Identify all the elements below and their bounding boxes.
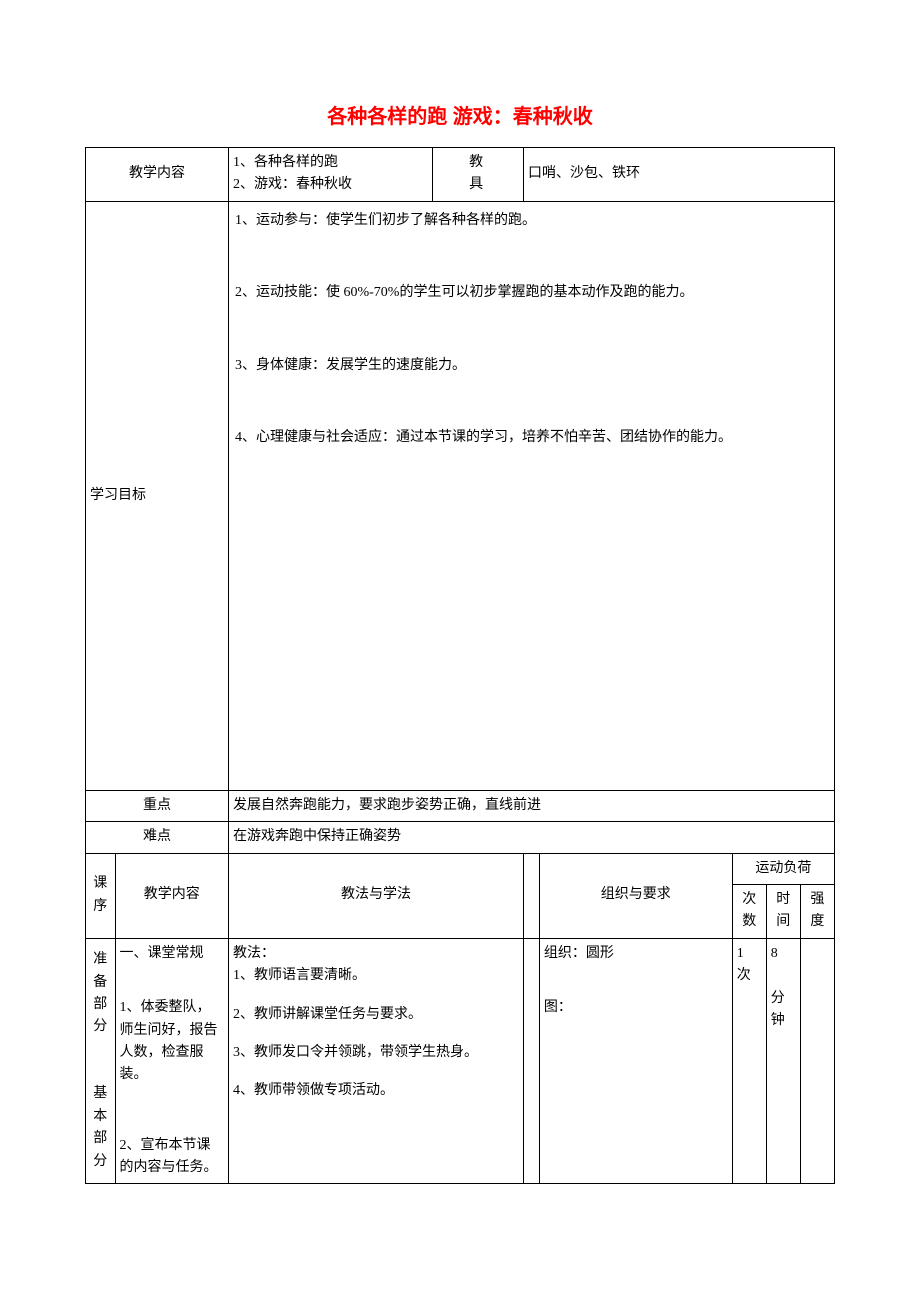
subheader-row-1: 课序 教学内容 教法与学法 组织与要求 运动负荷 — [86, 853, 835, 884]
body-methods: 教法： 1、教师语言要清晰。 2、教师讲解课堂任务与要求。 3、教师发口令并领跳… — [228, 938, 523, 1184]
label-tools: 教具 — [433, 148, 524, 202]
col-sequence: 课序 — [86, 853, 116, 938]
body-count: 1次 — [732, 938, 766, 1184]
body-section-a: 一、课堂常规 — [120, 943, 224, 965]
org-line-1: 组织：圆形 — [544, 943, 728, 965]
methods-2: 2、教师讲解课堂任务与要求。 — [233, 1004, 519, 1026]
keypoint-value: 发展自然奔跑能力，要求跑步姿势正确，直线前进 — [228, 790, 834, 821]
col-organization: 组织与要求 — [539, 853, 732, 938]
col-gap — [523, 853, 539, 938]
org-line-2: 图： — [544, 997, 728, 1019]
difficulty-value: 在游戏奔跑中保持正确姿势 — [228, 822, 834, 853]
content-line-1: 1、各种各样的跑 — [233, 155, 338, 170]
body-intensity — [800, 938, 834, 1184]
body-organization: 组织：圆形 图： — [539, 938, 732, 1184]
body-item-1: 1、体委整队，师生问好，报告人数，检查服装。 — [120, 997, 224, 1087]
label-objectives: 学习目标 — [86, 201, 229, 790]
content-line-2: 2、游戏：春种秋收 — [233, 177, 352, 192]
difficulty-row: 难点 在游戏奔跑中保持正确姿势 — [86, 822, 835, 853]
objective-1: 1、运动参与：使学生们初步了解各种各样的跑。 — [235, 210, 828, 232]
lesson-plan-table: 教学内容 1、各种各样的跑 2、游戏：春种秋收 教具 口哨、沙包、铁环 学习目标… — [85, 147, 835, 1184]
sequence-cell: 准备部分基本部分 — [86, 938, 116, 1184]
col-intensity: 强度 — [800, 884, 834, 938]
page-title: 各种各样的跑 游戏：春种秋收 — [85, 100, 835, 129]
col-time: 时间 — [766, 884, 800, 938]
objective-4: 4、心理健康与社会适应：通过本节课的学习，培养不怕辛苦、团结协作的能力。 — [235, 427, 828, 449]
label-keypoint: 重点 — [86, 790, 229, 821]
body-gap — [523, 938, 539, 1184]
objectives-cell: 1、运动参与：使学生们初步了解各种各样的跑。 2、运动技能：使 60%-70%的… — [228, 201, 834, 790]
methods-3: 3、教师发口令并领跳，带领学生热身。 — [233, 1042, 519, 1064]
body-item-2: 2、宣布本节课的内容与任务。 — [120, 1135, 224, 1180]
label-difficulty: 难点 — [86, 822, 229, 853]
header-row: 教学内容 1、各种各样的跑 2、游戏：春种秋收 教具 口哨、沙包、铁环 — [86, 148, 835, 202]
objective-3: 3、身体健康：发展学生的速度能力。 — [235, 355, 828, 377]
label-teaching-content: 教学内容 — [86, 148, 229, 202]
tools-value: 口哨、沙包、铁环 — [523, 148, 834, 202]
col-content: 教学内容 — [115, 853, 228, 938]
methods-header: 教法： — [233, 943, 519, 965]
methods-1: 1、教师语言要清晰。 — [233, 965, 519, 987]
objective-2: 2、运动技能：使 60%-70%的学生可以初步掌握跑的基本动作及跑的能力。 — [235, 282, 828, 304]
body-time: 8分钟 — [766, 938, 800, 1184]
keypoint-row: 重点 发展自然奔跑能力，要求跑步姿势正确，直线前进 — [86, 790, 835, 821]
body-row-1: 准备部分基本部分 一、课堂常规 1、体委整队，师生问好，报告人数，检查服装。 2… — [86, 938, 835, 1184]
teaching-content-value: 1、各种各样的跑 2、游戏：春种秋收 — [228, 148, 432, 202]
body-teaching-content: 一、课堂常规 1、体委整队，师生问好，报告人数，检查服装。 2、宣布本节课的内容… — [115, 938, 228, 1184]
document-page: 各种各样的跑 游戏：春种秋收 教学内容 1、各种各样的跑 2、游戏：春种秋收 教… — [0, 0, 920, 1224]
col-count: 次数 — [732, 884, 766, 938]
col-methods: 教法与学法 — [228, 853, 523, 938]
methods-4: 4、教师带领做专项活动。 — [233, 1080, 519, 1102]
objectives-row: 学习目标 1、运动参与：使学生们初步了解各种各样的跑。 2、运动技能：使 60%… — [86, 201, 835, 790]
col-load: 运动负荷 — [732, 853, 834, 884]
